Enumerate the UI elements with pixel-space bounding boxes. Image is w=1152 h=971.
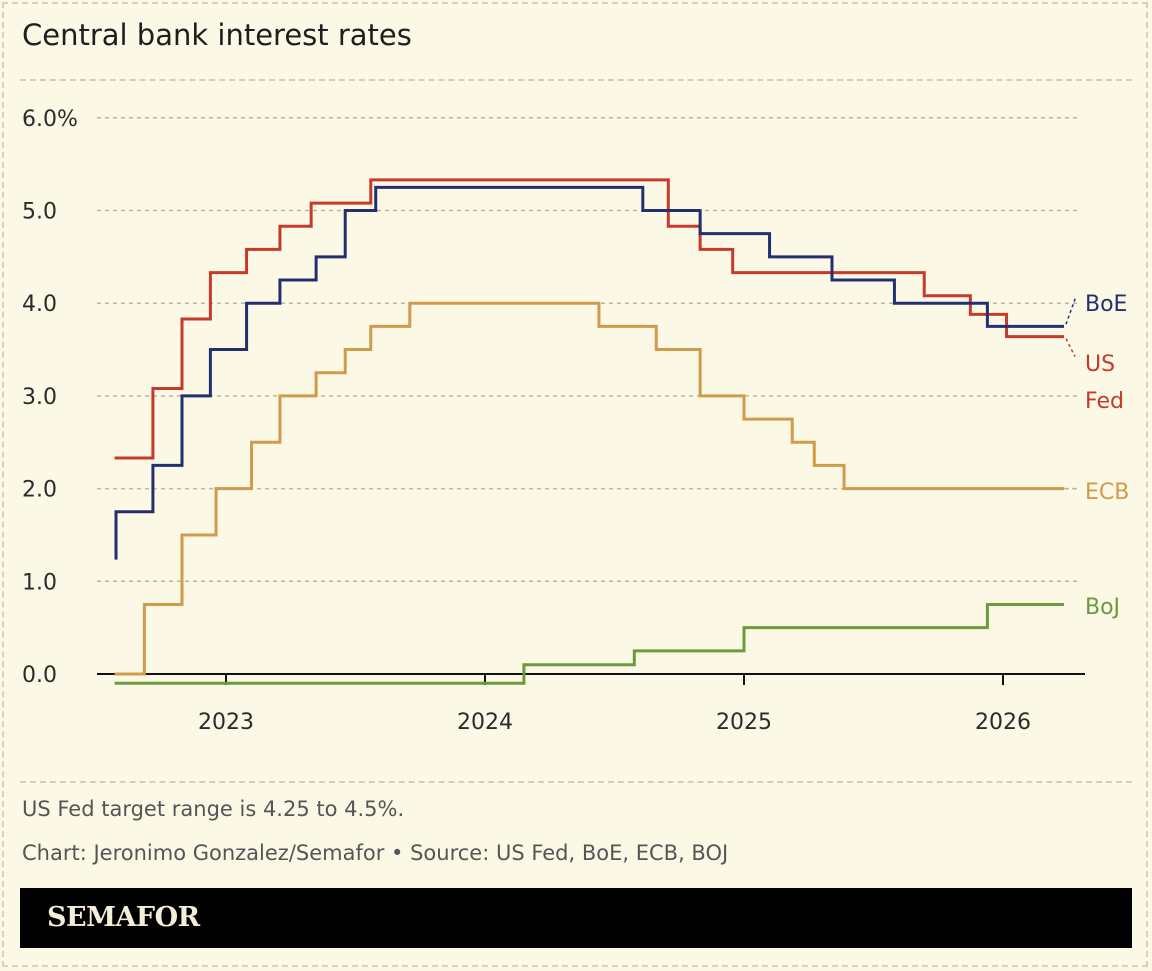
chart-plot: 6.0% 5.0 4.0 3.0 2.0 1.0 0.0 2023 2024 2025 2026 US… bbox=[22, 107, 1129, 735]
x-tick-label: 2024 bbox=[457, 710, 513, 735]
brand-footer: SEMAFOR bbox=[20, 888, 1132, 948]
chart-note: US Fed target range is 4.25 to 4.5%. bbox=[22, 797, 405, 821]
y-tick-label: 0.0 bbox=[22, 663, 57, 688]
y-tick-label: 6.0% bbox=[22, 107, 78, 132]
x-tick-label: 2023 bbox=[198, 710, 254, 735]
y-tick-label: 4.0 bbox=[22, 292, 57, 317]
series-line-boj bbox=[114, 602, 1065, 685]
divider-bottom bbox=[20, 781, 1132, 783]
series-line-us-fed bbox=[114, 178, 1065, 460]
series-label-boj: BoJ bbox=[1085, 595, 1120, 620]
label-connector bbox=[1065, 338, 1076, 357]
x-tick-label: 2026 bbox=[975, 710, 1031, 735]
label-connector bbox=[1065, 296, 1077, 325]
semafor-logo: SEMAFOR bbox=[47, 902, 200, 933]
chart-credit: Chart: Jeronimo Gonzalez/Semafor • Sourc… bbox=[22, 841, 729, 865]
series-label-ecb: ECB bbox=[1085, 480, 1129, 505]
series-label-boe: BoE bbox=[1085, 292, 1127, 317]
y-tick-label: 1.0 bbox=[22, 570, 57, 595]
series-label-us-fed: Fed bbox=[1085, 389, 1124, 414]
series-line-boe bbox=[114, 185, 1065, 560]
y-tick-label: 2.0 bbox=[22, 478, 57, 503]
divider-top bbox=[20, 79, 1132, 81]
x-tick-label: 2025 bbox=[716, 710, 772, 735]
chart-title: Central bank interest rates bbox=[22, 18, 412, 52]
y-tick-label: 5.0 bbox=[22, 200, 57, 225]
series-label-us-fed: US bbox=[1085, 352, 1115, 377]
series-line-ecb bbox=[114, 301, 1065, 676]
y-tick-label: 3.0 bbox=[22, 385, 57, 410]
